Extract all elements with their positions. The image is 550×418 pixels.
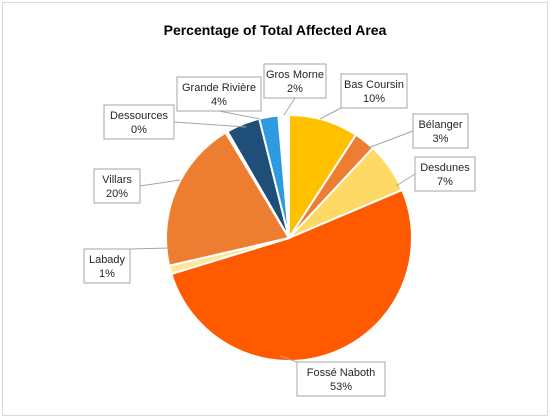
data-label-box-gros-morne <box>263 63 327 99</box>
data-label-value-b-langer: 3% <box>433 133 449 145</box>
data-label-name-b-langer: Bélanger <box>418 119 462 131</box>
data-label-name-grande-rivi-re: Grande Rivière <box>182 82 256 94</box>
pie-slice-foss-naboth <box>170 188 413 362</box>
data-label-value-grande-rivi-re: 4% <box>211 96 227 108</box>
data-label-value-desdunes: 7% <box>437 176 453 188</box>
leader-line-gros-morne <box>283 97 296 116</box>
chart-title: Percentage of Total Affected Area <box>163 22 387 38</box>
data-label-box-desdunes <box>414 156 476 192</box>
data-label-name-villars: Villars <box>102 174 132 186</box>
data-label-value-gros-morne: 2% <box>287 83 303 95</box>
data-label-value-bas-coursin: 10% <box>363 93 385 105</box>
data-label-value-foss-naboth: 53% <box>330 381 352 393</box>
data-label-name-dessources: Dessources <box>110 110 169 122</box>
data-label-value-labady: 1% <box>99 268 115 280</box>
leader-line-labady <box>129 247 171 250</box>
data-label-name-gros-morne: Gros Morne <box>266 69 324 81</box>
data-label-box-dessources <box>103 104 175 140</box>
data-label-name-labady: Labady <box>89 254 126 266</box>
leader-line-bas-coursin <box>319 107 342 120</box>
data-label-name-bas-coursin: Bas Coursin <box>344 79 404 91</box>
data-label-name-desdunes: Desdunes <box>420 162 470 174</box>
data-label-box-bas-coursin <box>340 73 408 109</box>
leader-line-foss-naboth <box>279 355 298 363</box>
data-label-value-dessources: 0% <box>131 124 147 136</box>
data-label-box-b-langer <box>412 113 469 149</box>
data-label-box-villars <box>93 168 141 204</box>
leader-line-b-langer <box>367 130 414 149</box>
data-label-box-labady <box>83 248 131 284</box>
data-label-name-foss-naboth: Fossé Naboth <box>307 367 375 379</box>
leader-line-villars <box>139 179 181 187</box>
data-label-box-foss-naboth <box>296 361 386 397</box>
data-label-box-grande-rivi-re <box>176 76 262 112</box>
pie-slice-villars <box>165 131 291 267</box>
leader-line-desdunes <box>395 173 416 187</box>
data-label-value-villars: 20% <box>106 188 128 200</box>
leader-line-dessources <box>173 121 247 128</box>
leader-line-grande-rivi-re <box>218 110 261 120</box>
